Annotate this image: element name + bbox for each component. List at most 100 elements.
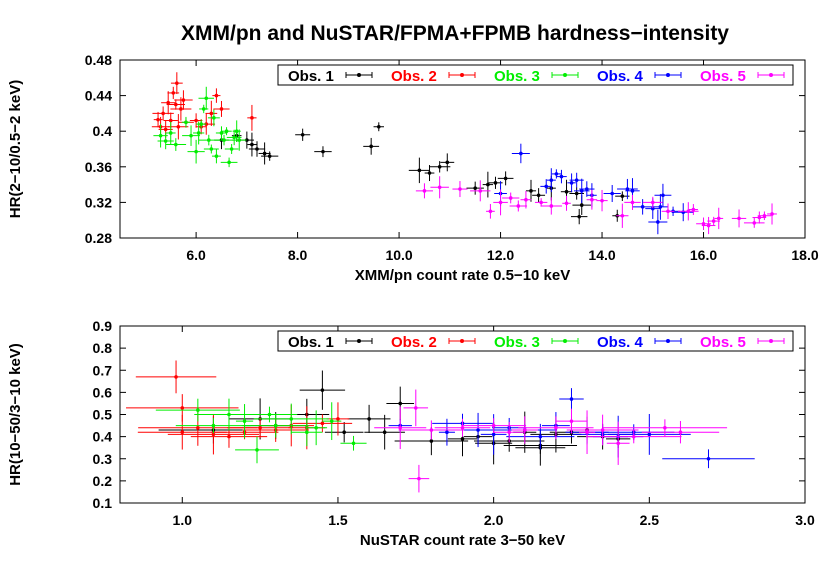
data-point	[398, 420, 465, 440]
point-marker	[180, 430, 185, 435]
data-point	[562, 195, 571, 211]
data-point	[322, 402, 342, 441]
data-point	[511, 416, 538, 444]
point-marker	[174, 102, 178, 107]
data-point	[606, 421, 630, 465]
x-tick-label: 18.0	[791, 247, 818, 263]
data-point	[198, 86, 215, 110]
point-marker	[600, 198, 604, 203]
point-marker	[544, 184, 549, 189]
legend-label-obs-1: Obs. 1	[288, 334, 334, 351]
point-marker	[631, 434, 636, 439]
data-point	[247, 132, 257, 157]
data-point	[462, 412, 494, 448]
point-marker	[262, 151, 267, 156]
point-marker	[199, 122, 203, 126]
point-marker	[398, 425, 403, 430]
point-marker	[234, 129, 239, 133]
point-marker	[610, 191, 614, 196]
legend-label-obs-3: Obs. 3	[494, 68, 540, 85]
point-marker	[211, 432, 216, 437]
legend-swatch-marker	[666, 339, 670, 343]
y-axis-label: HR(10−50/3−10 keV)	[7, 343, 24, 486]
point-marker	[460, 437, 465, 441]
point-marker	[429, 439, 434, 443]
legend-label-obs-4: Obs. 4	[597, 68, 644, 85]
point-marker	[398, 401, 403, 406]
data-point	[196, 119, 207, 129]
x-axis-label: XMM/pn count rate 0.5−10 keV	[355, 267, 571, 284]
point-marker	[206, 138, 211, 142]
data-point	[227, 417, 294, 438]
point-marker	[507, 430, 512, 435]
point-marker	[237, 138, 242, 142]
data-point	[347, 404, 391, 434]
figure-title: XMM/pn and NuSTAR/FPMA+FPMB hardness−int…	[181, 22, 729, 45]
x-tick-label: 1.5	[328, 512, 348, 528]
data-point	[166, 99, 186, 110]
series-obs-2	[126, 360, 353, 455]
point-marker	[196, 425, 200, 430]
data-point	[430, 176, 449, 199]
legend-swatch-marker	[357, 73, 361, 77]
data-point	[247, 104, 257, 131]
data-point	[509, 200, 528, 212]
data-point	[340, 435, 367, 451]
data-point	[170, 72, 183, 95]
point-marker	[686, 209, 691, 214]
x-tick-label: 3.0	[795, 512, 815, 528]
point-marker	[214, 93, 219, 98]
data-point	[757, 211, 772, 221]
plot-frame	[119, 59, 806, 239]
data-point	[326, 402, 350, 436]
legend-swatch-marker	[460, 339, 464, 343]
point-marker	[422, 189, 427, 193]
data-point	[616, 203, 629, 228]
point-marker	[752, 221, 757, 225]
data-point	[193, 121, 205, 145]
point-marker	[267, 412, 272, 417]
point-marker	[201, 107, 206, 111]
point-marker	[320, 388, 325, 392]
data-point	[168, 114, 189, 140]
legend-swatch-marker	[460, 73, 464, 77]
data-point	[532, 188, 546, 203]
point-marker	[229, 147, 234, 151]
point-marker	[616, 441, 620, 446]
point-marker	[300, 132, 305, 137]
data-point	[482, 171, 494, 198]
point-marker	[590, 197, 594, 202]
point-marker	[770, 212, 774, 216]
point-marker	[706, 223, 711, 228]
series-obs-4	[494, 143, 695, 235]
data-point	[641, 421, 720, 444]
data-point	[652, 193, 669, 220]
point-marker	[678, 430, 683, 435]
x-tick-label: 1.0	[173, 512, 193, 528]
data-point	[452, 181, 468, 198]
legend-label-obs-4: Obs. 4	[597, 334, 644, 351]
point-marker	[488, 209, 493, 214]
data-point	[314, 146, 332, 158]
legend-label-obs-5: Obs. 5	[700, 68, 746, 85]
data-point	[165, 138, 187, 151]
x-tick-label: 10.0	[385, 247, 412, 263]
point-marker	[757, 215, 762, 220]
point-marker	[214, 154, 219, 158]
data-point	[374, 406, 427, 450]
point-marker	[585, 430, 589, 435]
x-tick-label: 2.0	[484, 512, 504, 528]
point-marker	[630, 200, 635, 205]
point-marker	[437, 185, 442, 190]
point-marker	[519, 151, 523, 156]
y-tick-label: 0.36	[85, 159, 112, 175]
point-marker	[184, 120, 188, 125]
legend-swatch-marker	[666, 73, 670, 77]
legend-label-obs-1: Obs. 1	[288, 68, 334, 85]
point-marker	[204, 96, 209, 101]
point-marker	[620, 213, 625, 218]
point-marker	[656, 220, 660, 224]
data-point	[212, 88, 221, 103]
point-marker	[222, 138, 226, 142]
data-point	[232, 129, 247, 151]
